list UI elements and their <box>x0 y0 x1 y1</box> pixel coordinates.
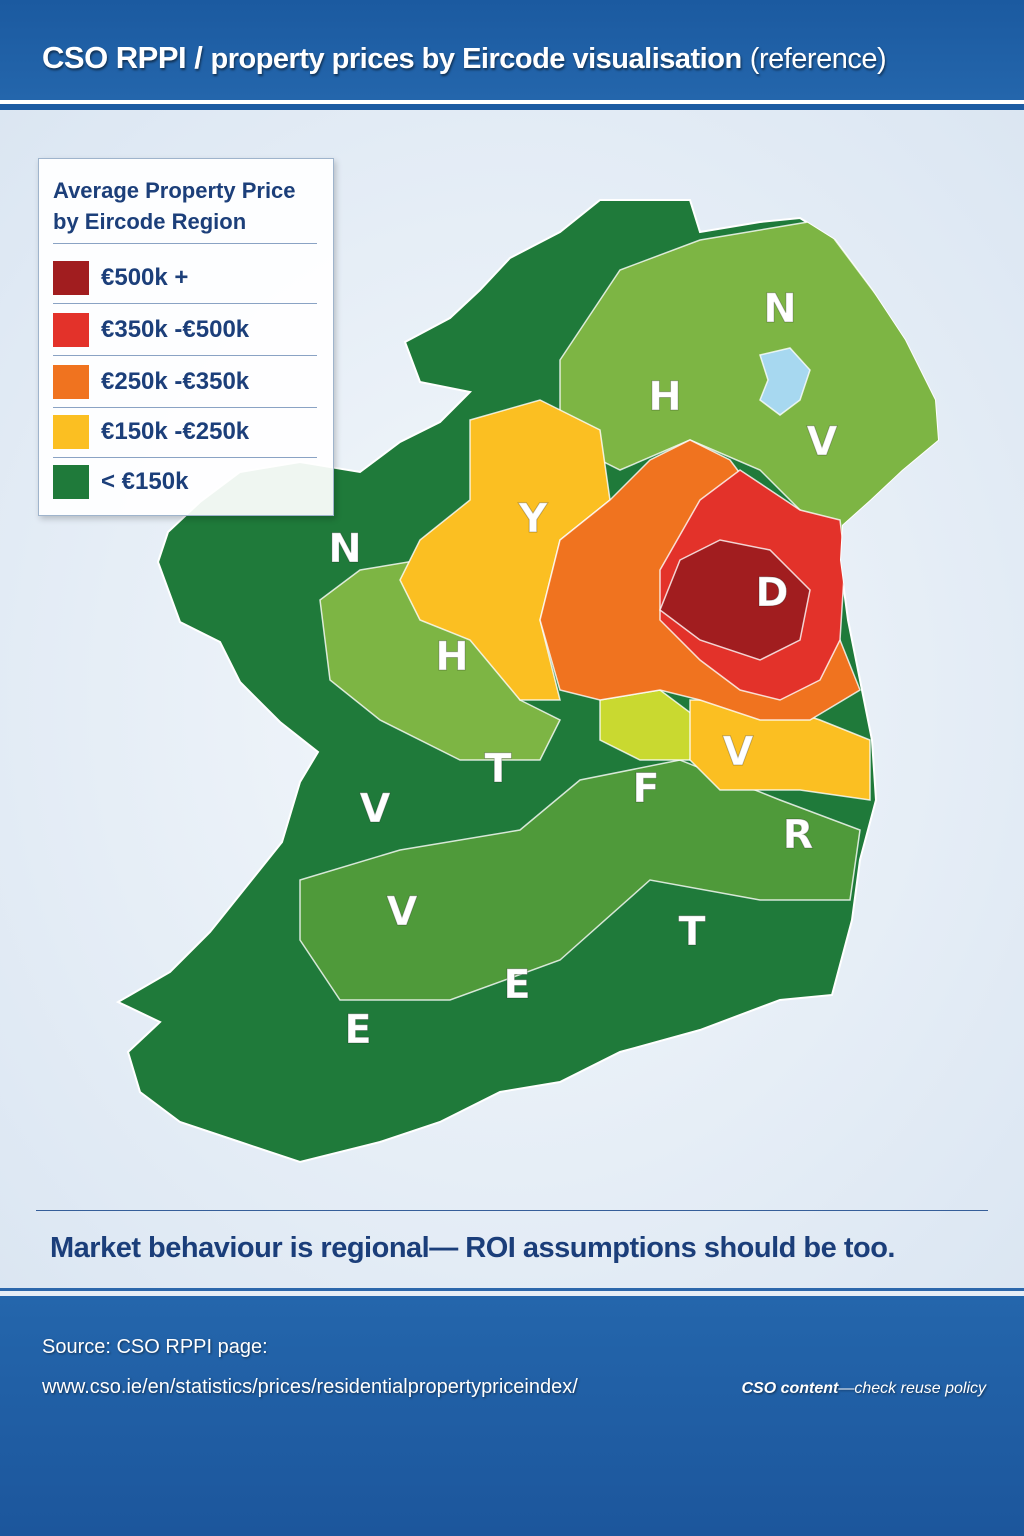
legend-item: €350k -€500k <box>53 305 317 355</box>
legend-label: €350k -€500k <box>101 316 250 343</box>
legend-swatch <box>53 261 89 295</box>
region-label: Y <box>518 496 549 542</box>
reuse-note: CSO content—check reuse policy <box>741 1380 986 1398</box>
divider <box>0 1288 1024 1291</box>
reuse-bold: CSO content <box>741 1380 839 1397</box>
legend-label: < €150k <box>101 468 189 495</box>
footer: Source: CSO RPPI page: www.cso.ie/en/sta… <box>0 1296 1024 1536</box>
legend-swatch <box>53 313 89 347</box>
region-label: F <box>632 766 659 812</box>
title-ref: (reference) <box>749 43 887 75</box>
legend-item: < €150k <box>53 457 317 507</box>
region-label: V <box>360 786 391 832</box>
divider <box>0 1291 1024 1296</box>
page-title: CSO RPPI / property prices by Eircode vi… <box>42 40 887 76</box>
region-label: V <box>387 889 418 935</box>
divider <box>36 1210 988 1211</box>
region-label: E <box>503 962 530 1008</box>
region-label: N <box>763 286 796 332</box>
source-label: Source: CSO RPPI page: <box>42 1336 268 1358</box>
title-sub: property prices by Eircode visualisation <box>210 43 742 75</box>
region-label: H <box>648 374 681 420</box>
region-label: V <box>807 419 838 465</box>
region-label: D <box>755 570 788 616</box>
region-midlands-west <box>319 559 562 761</box>
legend-label: €500k + <box>101 264 189 291</box>
header-banner: CSO RPPI / property prices by Eircode vi… <box>0 0 1024 100</box>
legend-item: €500k + <box>53 253 317 303</box>
region-dark-red <box>659 539 811 661</box>
divider <box>53 457 317 458</box>
title-main: CSO RPPI / <box>42 40 211 75</box>
map-legend: Average Property Price by Eircode Region… <box>38 158 334 516</box>
reuse-rest: —check reuse policy <box>838 1380 986 1397</box>
source-url: www.cso.ie/en/statistics/prices/resident… <box>42 1376 578 1398</box>
legend-title: Average Property Price by Eircode Region <box>53 178 296 234</box>
region-yellow <box>399 399 611 701</box>
legend-swatch <box>53 365 89 399</box>
tagline: Market behaviour is regional— ROI assump… <box>50 1232 895 1264</box>
divider <box>53 303 317 304</box>
region-label: T <box>678 909 706 955</box>
divider <box>53 355 317 356</box>
legend-label: €150k -€250k <box>101 418 250 445</box>
region-label: E <box>344 1007 371 1053</box>
region-label: T <box>484 746 512 792</box>
region-south-mid <box>299 759 861 1001</box>
divider <box>0 104 1024 110</box>
divider <box>53 243 317 244</box>
region-labels: N H V Y D N H T V F V R V T E E <box>328 286 838 1054</box>
legend-swatch <box>53 415 89 449</box>
region-label: N <box>328 526 361 572</box>
legend-swatch <box>53 465 89 499</box>
legend-item: €150k -€250k <box>53 407 317 457</box>
divider <box>53 407 317 408</box>
lake <box>759 347 811 416</box>
ireland-map: N H V Y D N H T V F V R V T E E <box>117 199 939 1163</box>
legend-item: €250k -€350k <box>53 357 317 407</box>
region-label: H <box>435 634 468 680</box>
divider <box>0 100 1024 104</box>
region-label: V <box>723 729 754 775</box>
region-label: R <box>783 812 814 858</box>
legend-label: €250k -€350k <box>101 368 250 395</box>
